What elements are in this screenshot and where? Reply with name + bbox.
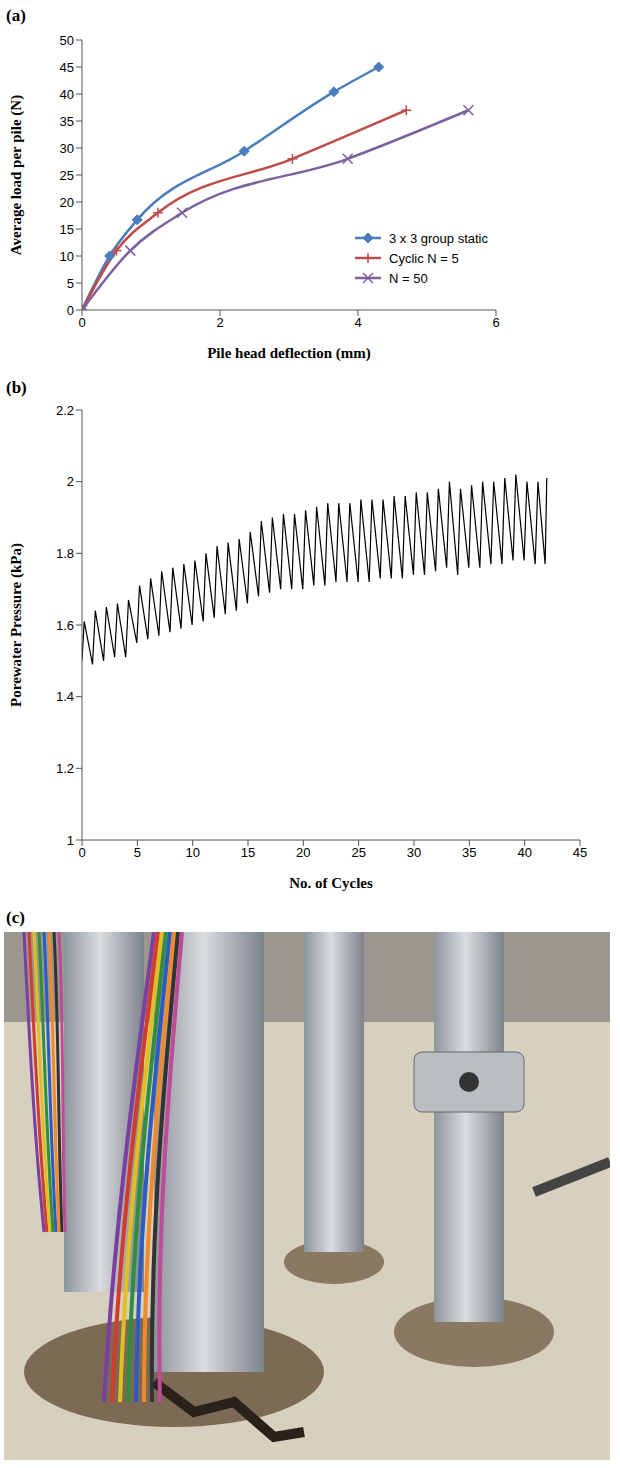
svg-text:2: 2 (67, 474, 74, 489)
svg-text:40: 40 (517, 845, 531, 860)
svg-text:1.4: 1.4 (56, 689, 74, 704)
html-text:(c): (c) (6, 908, 25, 927)
svg-text:30: 30 (60, 141, 74, 156)
html-text:(b): (b) (6, 378, 27, 397)
svg-text:15: 15 (60, 222, 74, 237)
svg-text:2.2: 2.2 (56, 403, 74, 418)
svg-text:1: 1 (67, 833, 74, 848)
html-text:N = 50: N = 50 (389, 270, 428, 286)
svg-text:25: 25 (60, 168, 74, 183)
svg-text:45: 45 (573, 845, 587, 860)
svg-text:50: 50 (60, 33, 74, 48)
html-text:3 x 3 group static: 3 x 3 group static (389, 230, 488, 246)
svg-text:20: 20 (296, 845, 310, 860)
svg-text:35: 35 (462, 845, 476, 860)
svg-text:6: 6 (492, 315, 499, 330)
svg-text:5: 5 (67, 276, 74, 291)
svg-text:4: 4 (354, 315, 361, 330)
svg-text:1.6: 1.6 (56, 618, 74, 633)
svg-text:0: 0 (78, 845, 85, 860)
svg-text:No. of Cycles: No. of Cycles (289, 875, 373, 891)
svg-text:35: 35 (60, 114, 74, 129)
svg-text:5: 5 (134, 845, 141, 860)
svg-text:10: 10 (60, 249, 74, 264)
svg-text:1.8: 1.8 (56, 546, 74, 561)
svg-text:0: 0 (78, 315, 85, 330)
html-text:(a): (a) (6, 6, 26, 25)
svg-text:40: 40 (60, 87, 74, 102)
html-text:Cyclic N = 5: Cyclic N = 5 (389, 250, 459, 266)
svg-text:Pile head deflection (mm): Pile head deflection (mm) (207, 345, 371, 362)
svg-text:30: 30 (407, 845, 421, 860)
svg-text:Porewater Pressure (kPa): Porewater Pressure (kPa) (8, 543, 25, 707)
svg-text:2: 2 (216, 315, 223, 330)
svg-text:0: 0 (67, 303, 74, 318)
svg-text:25: 25 (351, 845, 365, 860)
svg-text:Average load per pile (N): Average load per pile (N) (8, 95, 25, 255)
svg-text:10: 10 (185, 845, 199, 860)
svg-text:20: 20 (60, 195, 74, 210)
svg-text:15: 15 (241, 845, 255, 860)
svg-text:45: 45 (60, 60, 74, 75)
svg-text:1.2: 1.2 (56, 761, 74, 776)
